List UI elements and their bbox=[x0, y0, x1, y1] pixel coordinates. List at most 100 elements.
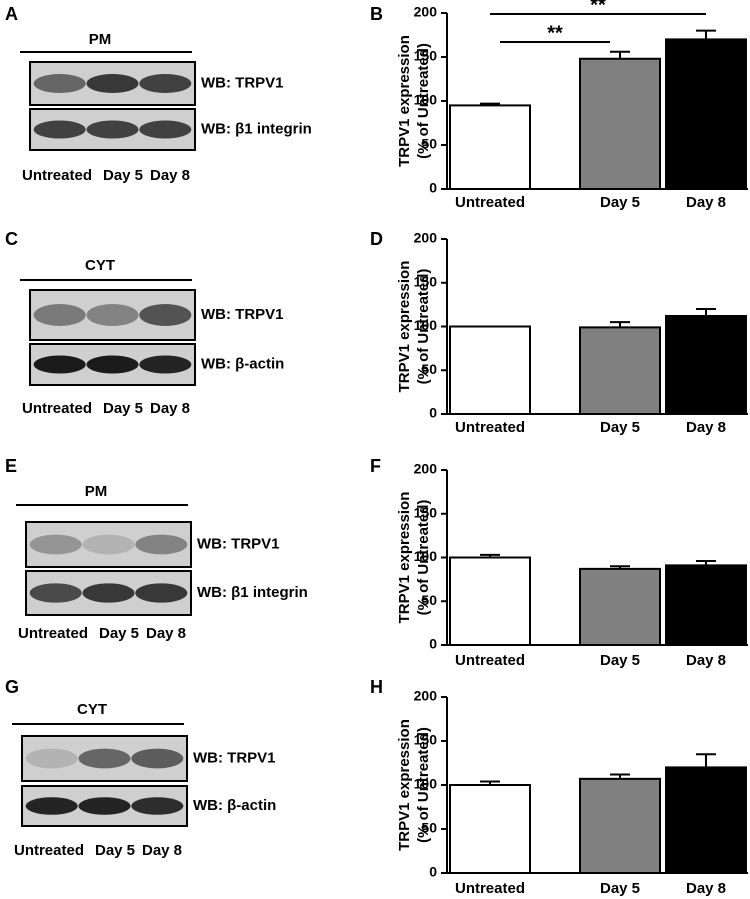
y-axis-label: (% of Untreated) bbox=[415, 43, 432, 159]
x-tick-label: Day 5 bbox=[600, 880, 640, 897]
y-tick-label: 100 bbox=[414, 92, 438, 108]
blot-box bbox=[25, 521, 192, 568]
row-label: WB: β1 integrin bbox=[197, 584, 308, 601]
y-axis-label: (% of Untreated) bbox=[415, 727, 432, 843]
y-tick-label: 150 bbox=[414, 48, 438, 64]
y-tick-label: 100 bbox=[414, 548, 438, 564]
bar bbox=[449, 784, 531, 874]
panel-letter: D bbox=[370, 229, 383, 249]
bar bbox=[579, 777, 661, 875]
lane-label: Day 8 bbox=[146, 625, 186, 642]
bar bbox=[579, 57, 661, 191]
y-tick-label: 150 bbox=[414, 273, 438, 289]
y-axis-label: (% of Untreated) bbox=[415, 269, 432, 385]
bar bbox=[449, 556, 531, 646]
row-label: WB: β-actin bbox=[201, 355, 284, 372]
significance-label: ** bbox=[590, 0, 606, 16]
y-tick-label: 150 bbox=[414, 504, 438, 520]
blot-band bbox=[29, 534, 82, 555]
panel-letter: E bbox=[5, 456, 17, 476]
blot-band bbox=[33, 304, 86, 326]
x-tick-label: Day 8 bbox=[686, 652, 726, 669]
y-axis-label: TRPV1 expression bbox=[396, 261, 413, 393]
blot-header: PM bbox=[85, 483, 108, 500]
y-axis-label: TRPV1 expression bbox=[396, 492, 413, 624]
blot-band bbox=[139, 120, 192, 139]
blot-header: PM bbox=[89, 31, 112, 48]
row-label: WB: β-actin bbox=[193, 797, 276, 814]
blot-band bbox=[29, 583, 82, 603]
row-label: WB: β1 integrin bbox=[201, 120, 312, 137]
y-tick-label: 50 bbox=[421, 136, 437, 152]
blot-band bbox=[131, 748, 184, 769]
blot-header: CYT bbox=[77, 701, 107, 718]
y-tick-label: 0 bbox=[429, 180, 437, 196]
panel-letter: A bbox=[5, 4, 18, 24]
panel-letter: F bbox=[370, 456, 381, 476]
lane-label: Day 8 bbox=[150, 400, 190, 417]
blot-band bbox=[135, 534, 188, 555]
lane-label: Untreated bbox=[22, 400, 92, 417]
lane-label: Day 8 bbox=[142, 842, 182, 859]
x-tick-label: Day 8 bbox=[686, 419, 726, 436]
y-tick-label: 200 bbox=[414, 688, 438, 704]
lane-label: Day 5 bbox=[95, 842, 135, 859]
blot-header: CYT bbox=[85, 257, 115, 274]
blot-band bbox=[139, 355, 192, 374]
x-tick-label: Untreated bbox=[455, 419, 525, 436]
y-axis-label: (% of Untreated) bbox=[415, 500, 432, 616]
bar bbox=[665, 38, 747, 191]
blot-band bbox=[139, 304, 192, 326]
blot-band bbox=[86, 120, 139, 139]
blot-band bbox=[82, 583, 135, 603]
y-tick-label: 50 bbox=[421, 592, 437, 608]
panel-letter: C bbox=[5, 229, 18, 249]
bar bbox=[665, 766, 747, 875]
blot-band bbox=[33, 355, 86, 374]
lane-label: Untreated bbox=[22, 167, 92, 184]
row-label: WB: TRPV1 bbox=[201, 74, 284, 91]
blot-band bbox=[86, 304, 139, 326]
bar bbox=[449, 325, 531, 415]
blot-band bbox=[25, 797, 78, 815]
y-tick-label: 100 bbox=[414, 776, 438, 792]
x-tick-label: Untreated bbox=[455, 194, 525, 211]
panel-letter: H bbox=[370, 677, 383, 697]
y-tick-label: 200 bbox=[414, 4, 438, 20]
y-tick-label: 50 bbox=[421, 361, 437, 377]
y-tick-label: 150 bbox=[414, 732, 438, 748]
bar bbox=[579, 567, 661, 646]
significance-label: ** bbox=[547, 22, 563, 44]
y-tick-label: 200 bbox=[414, 461, 438, 477]
panel-letter: B bbox=[370, 4, 383, 24]
y-tick-label: 50 bbox=[421, 820, 437, 836]
bar bbox=[449, 104, 531, 190]
row-label: WB: TRPV1 bbox=[201, 306, 284, 323]
row-label: WB: TRPV1 bbox=[193, 749, 276, 766]
x-tick-label: Day 5 bbox=[600, 652, 640, 669]
blot-band bbox=[78, 748, 131, 769]
blot-band bbox=[86, 355, 139, 374]
bar bbox=[579, 326, 661, 415]
lane-label: Day 8 bbox=[150, 167, 190, 184]
lane-label: Untreated bbox=[18, 625, 88, 642]
blot-band bbox=[131, 797, 184, 815]
blot-band bbox=[82, 534, 135, 555]
y-axis-label: TRPV1 expression bbox=[396, 35, 413, 167]
blot-band bbox=[139, 74, 192, 93]
y-tick-label: 0 bbox=[429, 636, 437, 652]
blot-band bbox=[33, 74, 86, 93]
y-tick-label: 0 bbox=[429, 864, 437, 880]
lane-label: Day 5 bbox=[103, 400, 143, 417]
x-tick-label: Untreated bbox=[455, 652, 525, 669]
lane-label: Untreated bbox=[14, 842, 84, 859]
row-label: WB: TRPV1 bbox=[197, 535, 280, 552]
blot-band bbox=[78, 797, 131, 815]
y-tick-label: 100 bbox=[414, 317, 438, 333]
blot-band bbox=[135, 583, 188, 603]
x-tick-label: Day 5 bbox=[600, 194, 640, 211]
x-tick-label: Day 5 bbox=[600, 419, 640, 436]
blot-band bbox=[86, 74, 139, 93]
y-tick-label: 200 bbox=[414, 230, 438, 246]
